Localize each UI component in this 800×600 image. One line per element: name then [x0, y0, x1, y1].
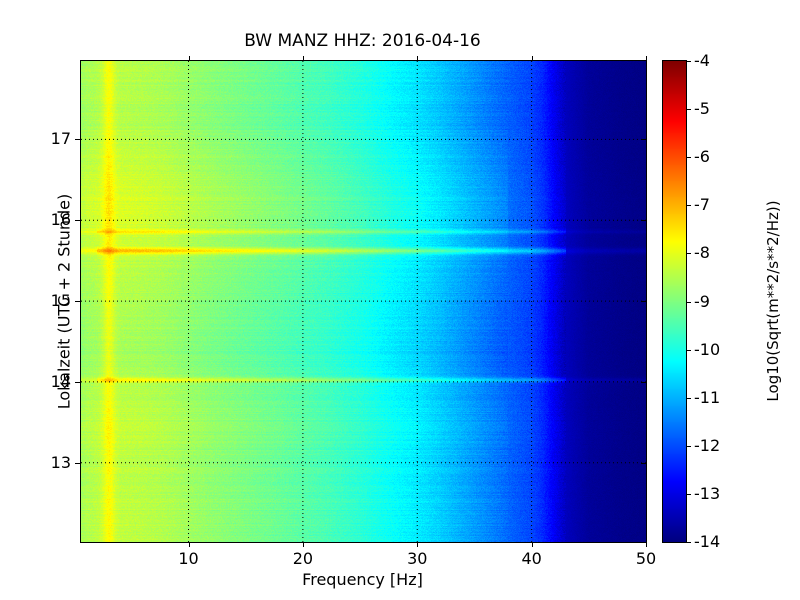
x-ticklabel-40: 40 — [521, 549, 542, 568]
y-axis-label: Lokalzeit (UTC + 2 Stunde) — [54, 193, 74, 410]
colorbar-ticklabel--4: -4 — [694, 51, 710, 70]
colorbar-tick--4 — [686, 61, 691, 62]
colorbar-tick--7 — [686, 205, 691, 207]
colorbar-label: Log10(Sqrt(m**2/s**2/Hz)) — [764, 200, 782, 402]
y-tick-right-17 — [641, 139, 646, 141]
colorbar-ticklabel--9: -9 — [694, 291, 710, 311]
colorbar-ticklabel--12: -12 — [694, 435, 721, 455]
y-tick-right-15 — [641, 301, 646, 303]
x-tick-30 — [417, 542, 419, 547]
colorbar-ticklabel--10: -10 — [694, 339, 721, 359]
x-tick-top-20 — [302, 56, 304, 61]
colorbar-tick--8 — [686, 253, 691, 255]
x-axis-label: Frequency [Hz] — [302, 570, 423, 589]
colorbar-ticklabel--6: -6 — [694, 147, 710, 167]
x-tick-top-50 — [646, 56, 647, 61]
y-ticklabel-17: 17 — [50, 129, 71, 149]
y-tick-right-14 — [641, 381, 646, 383]
y-tick-right-13 — [641, 462, 646, 464]
y-ticklabel-15: 15 — [50, 291, 71, 311]
x-ticklabel-50: 50 — [635, 549, 657, 568]
y-ticklabel-13: 13 — [50, 452, 71, 472]
x-tick-50 — [646, 542, 647, 547]
colorbar-tick--12 — [686, 445, 691, 447]
colorbar-ticklabel--11: -11 — [694, 387, 721, 407]
colorbar-tick--14 — [686, 542, 691, 543]
x-tick-40 — [531, 542, 533, 547]
y-tick-14 — [75, 381, 80, 383]
colorbar-tick--9 — [686, 301, 691, 303]
x-tick-20 — [302, 542, 304, 547]
x-tick-top-10 — [188, 56, 190, 61]
x-ticklabel-20: 20 — [292, 549, 314, 568]
colorbar-tick--13 — [686, 493, 691, 495]
colorbar[interactable] — [662, 60, 687, 543]
y-ticklabel-16: 16 — [50, 210, 71, 230]
colorbar-tick--5 — [686, 109, 691, 111]
x-tick-top-40 — [531, 56, 533, 61]
colorbar-ticklabel--13: -13 — [694, 483, 721, 503]
x-ticklabel-10: 10 — [178, 549, 199, 568]
page-title: BW MANZ HHZ: 2016-04-16 — [244, 31, 481, 51]
colorbar-ticklabel--7: -7 — [694, 195, 710, 215]
colorbar-tick--10 — [686, 349, 691, 351]
x-tick-top-30 — [417, 56, 419, 61]
colorbar-gradient — [663, 61, 686, 542]
x-ticklabel-30: 30 — [407, 549, 428, 568]
y-tick-15 — [75, 301, 80, 303]
colorbar-ticklabel--8: -8 — [694, 243, 710, 263]
y-ticklabel-14: 14 — [50, 371, 71, 391]
colorbar-tick--6 — [686, 157, 691, 159]
x-tick-10 — [188, 542, 190, 547]
y-tick-16 — [75, 220, 80, 222]
colorbar-ticklabel--14: -14 — [694, 532, 721, 551]
y-tick-13 — [75, 462, 80, 464]
spectrogram-axes[interactable] — [80, 60, 647, 543]
colorbar-tick--11 — [686, 397, 691, 399]
y-tick-right-16 — [641, 220, 646, 222]
spectrogram-image — [81, 61, 646, 542]
y-tick-17 — [75, 139, 80, 141]
colorbar-ticklabel--5: -5 — [694, 99, 710, 119]
